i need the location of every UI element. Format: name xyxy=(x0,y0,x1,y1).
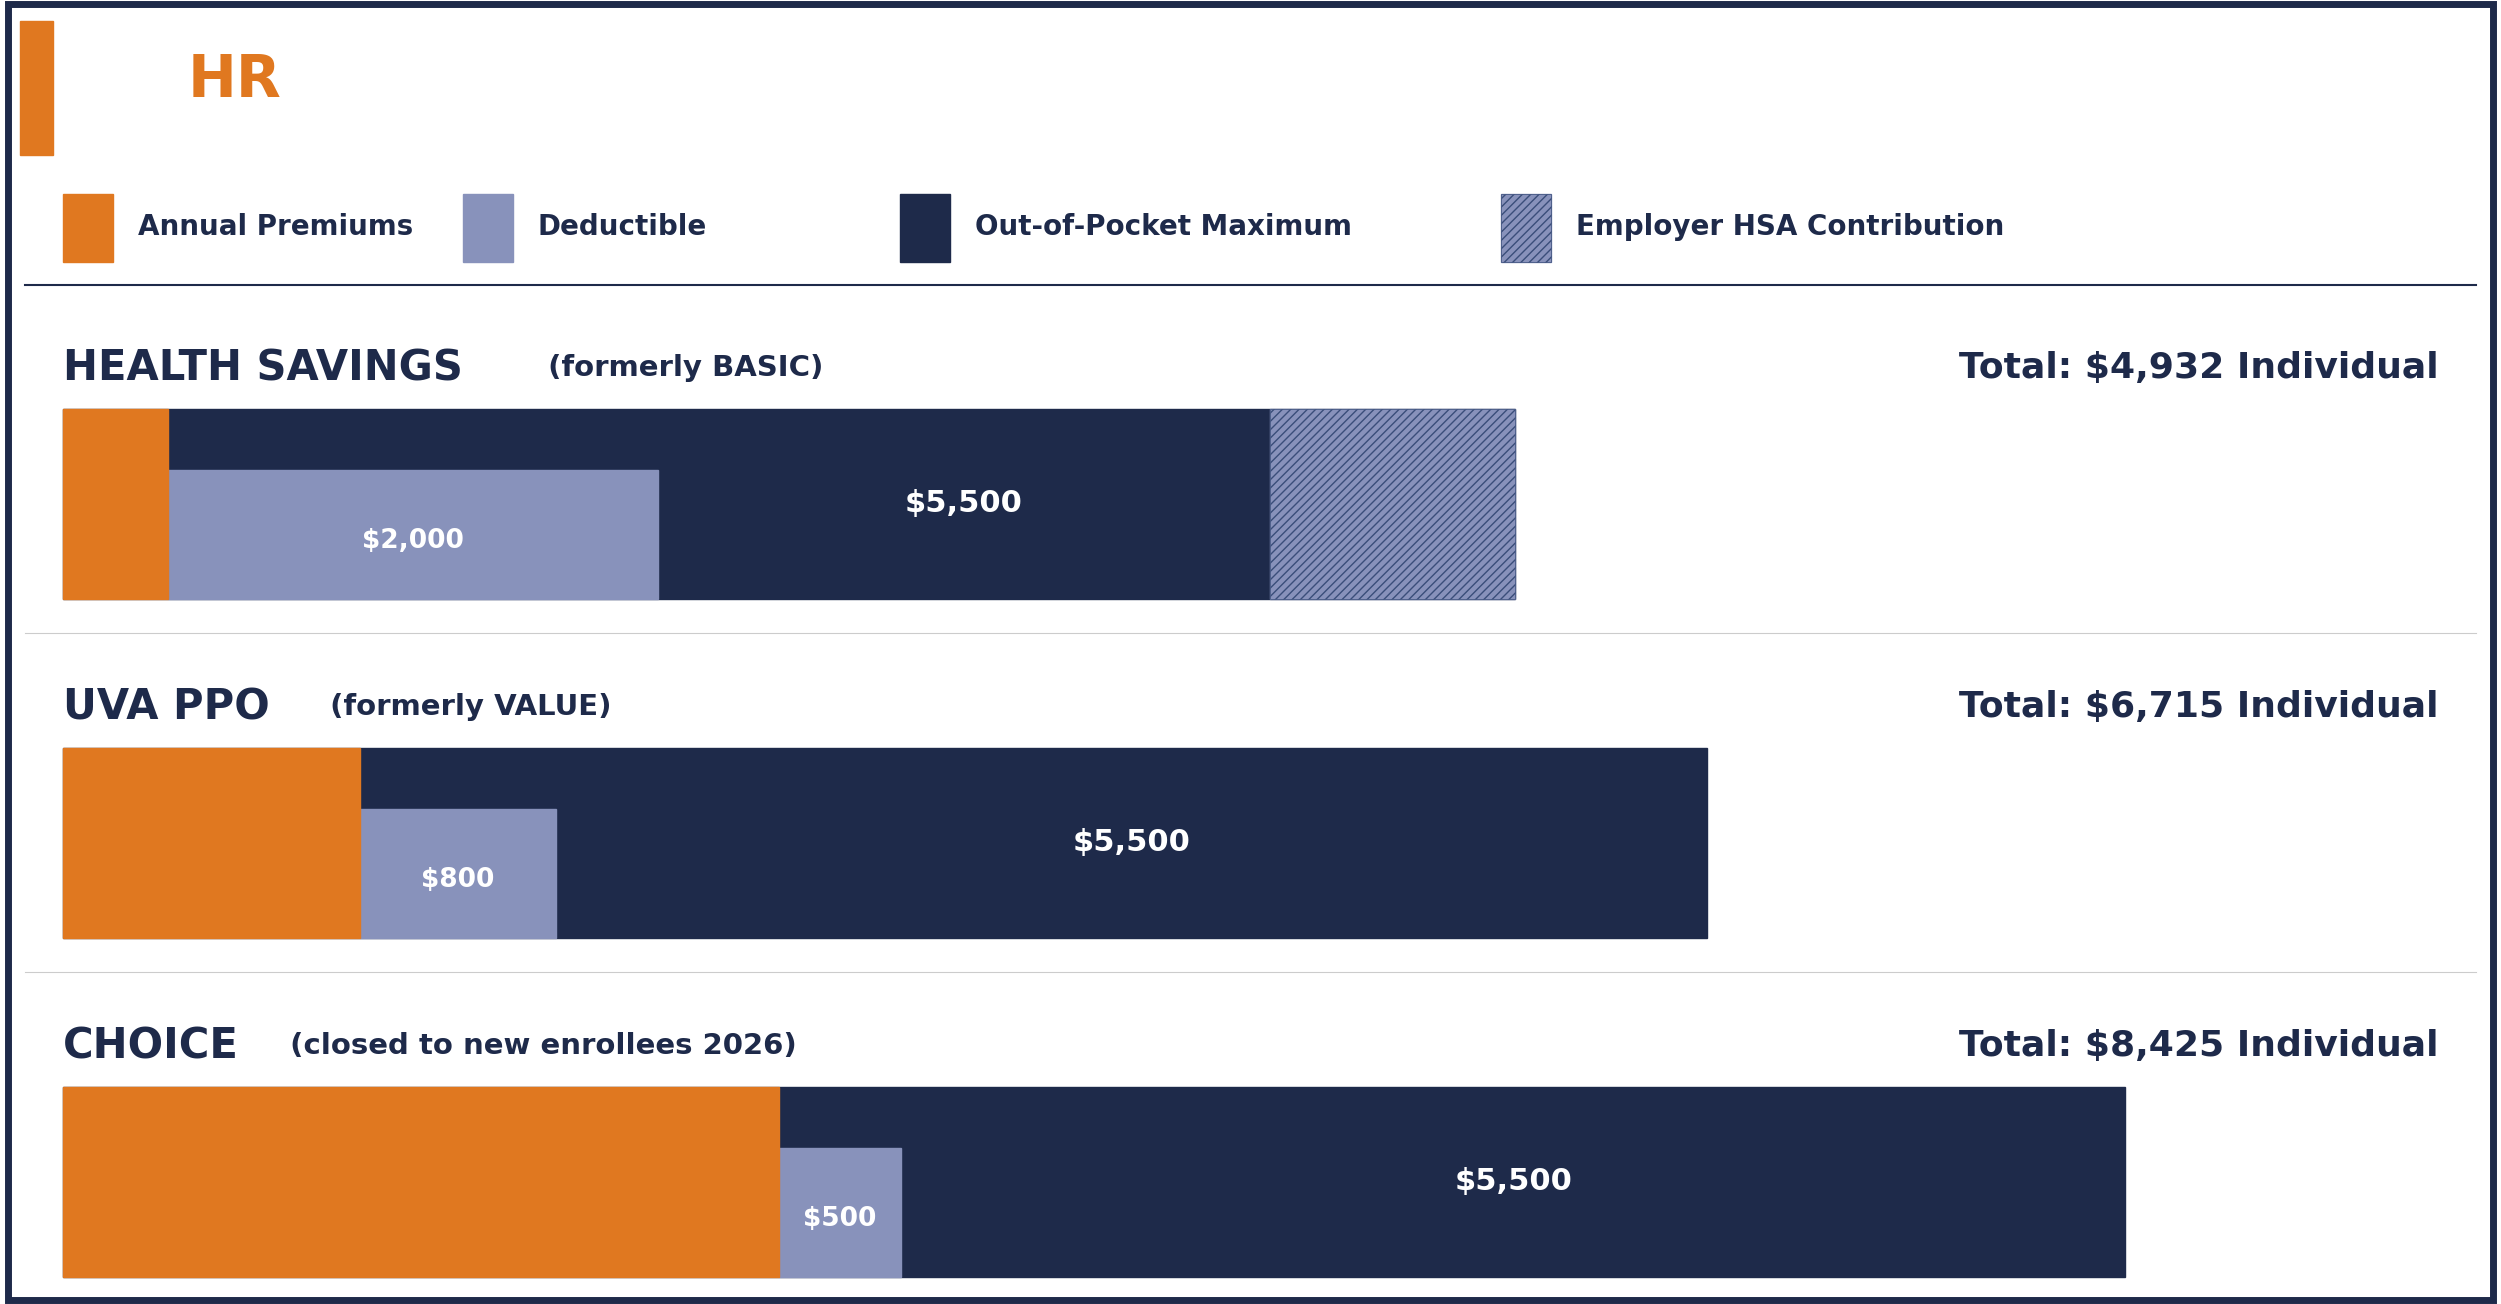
Text: Total: $4,932 Individual: Total: $4,932 Individual xyxy=(1958,351,2438,385)
Bar xyxy=(20,21,53,155)
Text: $5,500: $5,500 xyxy=(1073,828,1190,858)
Text: EMPLOYEE ONLY: EMPLOYEE ONLY xyxy=(830,39,1671,129)
Bar xyxy=(63,1088,778,1277)
Text: Deductible: Deductible xyxy=(538,213,708,241)
Text: $500: $500 xyxy=(803,1206,875,1232)
Text: HEALTH SAVINGS: HEALTH SAVINGS xyxy=(63,347,463,390)
Bar xyxy=(168,469,658,599)
Text: $2,000: $2,000 xyxy=(363,528,465,554)
Bar xyxy=(63,409,1516,599)
Bar xyxy=(63,194,113,262)
Text: (formerly BASIC): (formerly BASIC) xyxy=(538,355,823,382)
Bar xyxy=(900,194,950,262)
Text: $: $ xyxy=(108,450,123,475)
Bar xyxy=(1271,409,1516,599)
Text: Annual Premiums: Annual Premiums xyxy=(138,213,413,241)
Bar xyxy=(63,409,168,599)
Bar xyxy=(63,1088,2126,1277)
Bar xyxy=(360,808,555,938)
Bar xyxy=(778,1148,900,1277)
Bar xyxy=(463,194,513,262)
Text: UVA PPO: UVA PPO xyxy=(63,686,270,729)
Text: Total: $6,715 Individual: Total: $6,715 Individual xyxy=(1958,690,2438,724)
Text: (formerly VALUE): (formerly VALUE) xyxy=(320,694,613,721)
Text: $-1,000: $-1,000 xyxy=(1328,489,1458,519)
Text: UVA: UVA xyxy=(65,52,198,110)
Text: Total: $8,425 Individual: Total: $8,425 Individual xyxy=(1958,1029,2438,1063)
Text: $5,500: $5,500 xyxy=(1453,1167,1573,1197)
Bar xyxy=(63,748,360,938)
Bar xyxy=(1501,194,1551,262)
Text: $2,925: $2,925 xyxy=(363,1167,480,1197)
Text: CHOICE: CHOICE xyxy=(63,1025,238,1068)
Text: $5,500: $5,500 xyxy=(905,489,1023,519)
Bar xyxy=(1501,194,1551,262)
Text: Employer HSA Contribution: Employer HSA Contribution xyxy=(1576,213,2003,241)
Bar xyxy=(1271,409,1516,599)
Text: 432: 432 xyxy=(90,529,140,554)
Text: (closed to new enrollees 2026): (closed to new enrollees 2026) xyxy=(280,1033,798,1060)
Text: $800: $800 xyxy=(420,867,495,893)
Text: Out-of-Pocket Maximum: Out-of-Pocket Maximum xyxy=(975,213,1353,241)
Bar xyxy=(63,748,1706,938)
Text: HR: HR xyxy=(188,52,283,110)
Text: Plan Year 2025: Plan Year 2025 xyxy=(2018,60,2438,108)
Text: $1,215: $1,215 xyxy=(153,828,270,858)
